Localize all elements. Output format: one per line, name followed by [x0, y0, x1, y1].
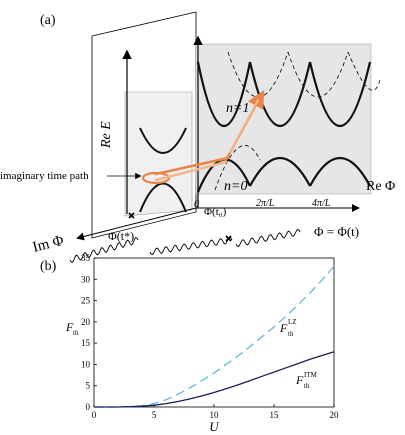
- y-tick-label: 25: [81, 296, 91, 306]
- y-tick-label: 20: [81, 317, 91, 327]
- tick-zero: 0: [194, 199, 199, 210]
- panel-b-label: (b): [40, 259, 57, 274]
- y-tick-label: 5: [86, 381, 91, 391]
- springs: [69, 228, 301, 263]
- y-tick-label: 10: [81, 359, 91, 369]
- label-itm-sub: th: [304, 382, 310, 390]
- label-lz: F th LZ: [279, 318, 297, 338]
- depth-axis-label: Im Φ: [31, 233, 65, 256]
- label-lz-sup: LZ: [288, 318, 297, 326]
- x-axis-label: Re Φ: [366, 179, 395, 194]
- x-tick-label: 20: [330, 410, 340, 420]
- imag-path-label: imaginary time path: [0, 170, 89, 182]
- label-itm: F th ITM: [295, 371, 318, 390]
- tick-4pi-l: 4π/L: [312, 198, 331, 209]
- middle-bands: [139, 127, 187, 213]
- series-line-1: [94, 351, 335, 408]
- middle-panel: [124, 91, 193, 217]
- label-itm-sup: ITM: [304, 371, 318, 379]
- tick-phi-t0: Φ(t₀): [204, 206, 227, 218]
- y-tick-label: 0: [86, 402, 91, 412]
- outer-plane: [91, 11, 197, 239]
- y-axis-label: Re E: [99, 121, 114, 149]
- phi-relation: Φ = Φ(t): [314, 224, 359, 239]
- y-axis-label-sub: th: [73, 329, 79, 337]
- back-panel: [195, 43, 372, 195]
- y-tick-label: 35: [81, 253, 91, 263]
- band-label-upper: n=1: [226, 101, 249, 116]
- x-axis-label: U: [209, 419, 220, 434]
- label-itm-main: F: [295, 373, 304, 387]
- tick-2pi-l: 2π/L: [256, 198, 275, 209]
- imaginary-path: [141, 90, 265, 185]
- series-line-0: [94, 266, 335, 408]
- x-tick-label: 10: [210, 410, 220, 420]
- x-tick-label: 5: [152, 410, 157, 420]
- depth-axis: [76, 207, 197, 241]
- x-tick-label: 0: [92, 410, 97, 420]
- y-tick-label: 30: [81, 274, 91, 284]
- panel-a-label: (a): [40, 13, 56, 28]
- cross-markers: [128, 212, 232, 242]
- panel-b: (b) 0 5 10 15 20 0 5 10 15 20 25 30 35 U F th F th LZ F…: [40, 253, 339, 434]
- band-label-lower: n=0: [224, 179, 247, 194]
- phi-t-star: Φ(t*): [108, 229, 134, 243]
- label-lz-sub: th: [288, 330, 294, 338]
- label-lz-main: F: [279, 321, 288, 335]
- x-tick-label: 15: [270, 410, 280, 420]
- band-n1: [196, 61, 372, 128]
- y-axis-label: F: [65, 320, 74, 334]
- panel-a: (a): [0, 11, 395, 263]
- chart-b: 0 5 10 15 20 0 5 10 15 20 25 30 35 U F th: [65, 253, 339, 434]
- y-tick-label: 15: [81, 338, 91, 348]
